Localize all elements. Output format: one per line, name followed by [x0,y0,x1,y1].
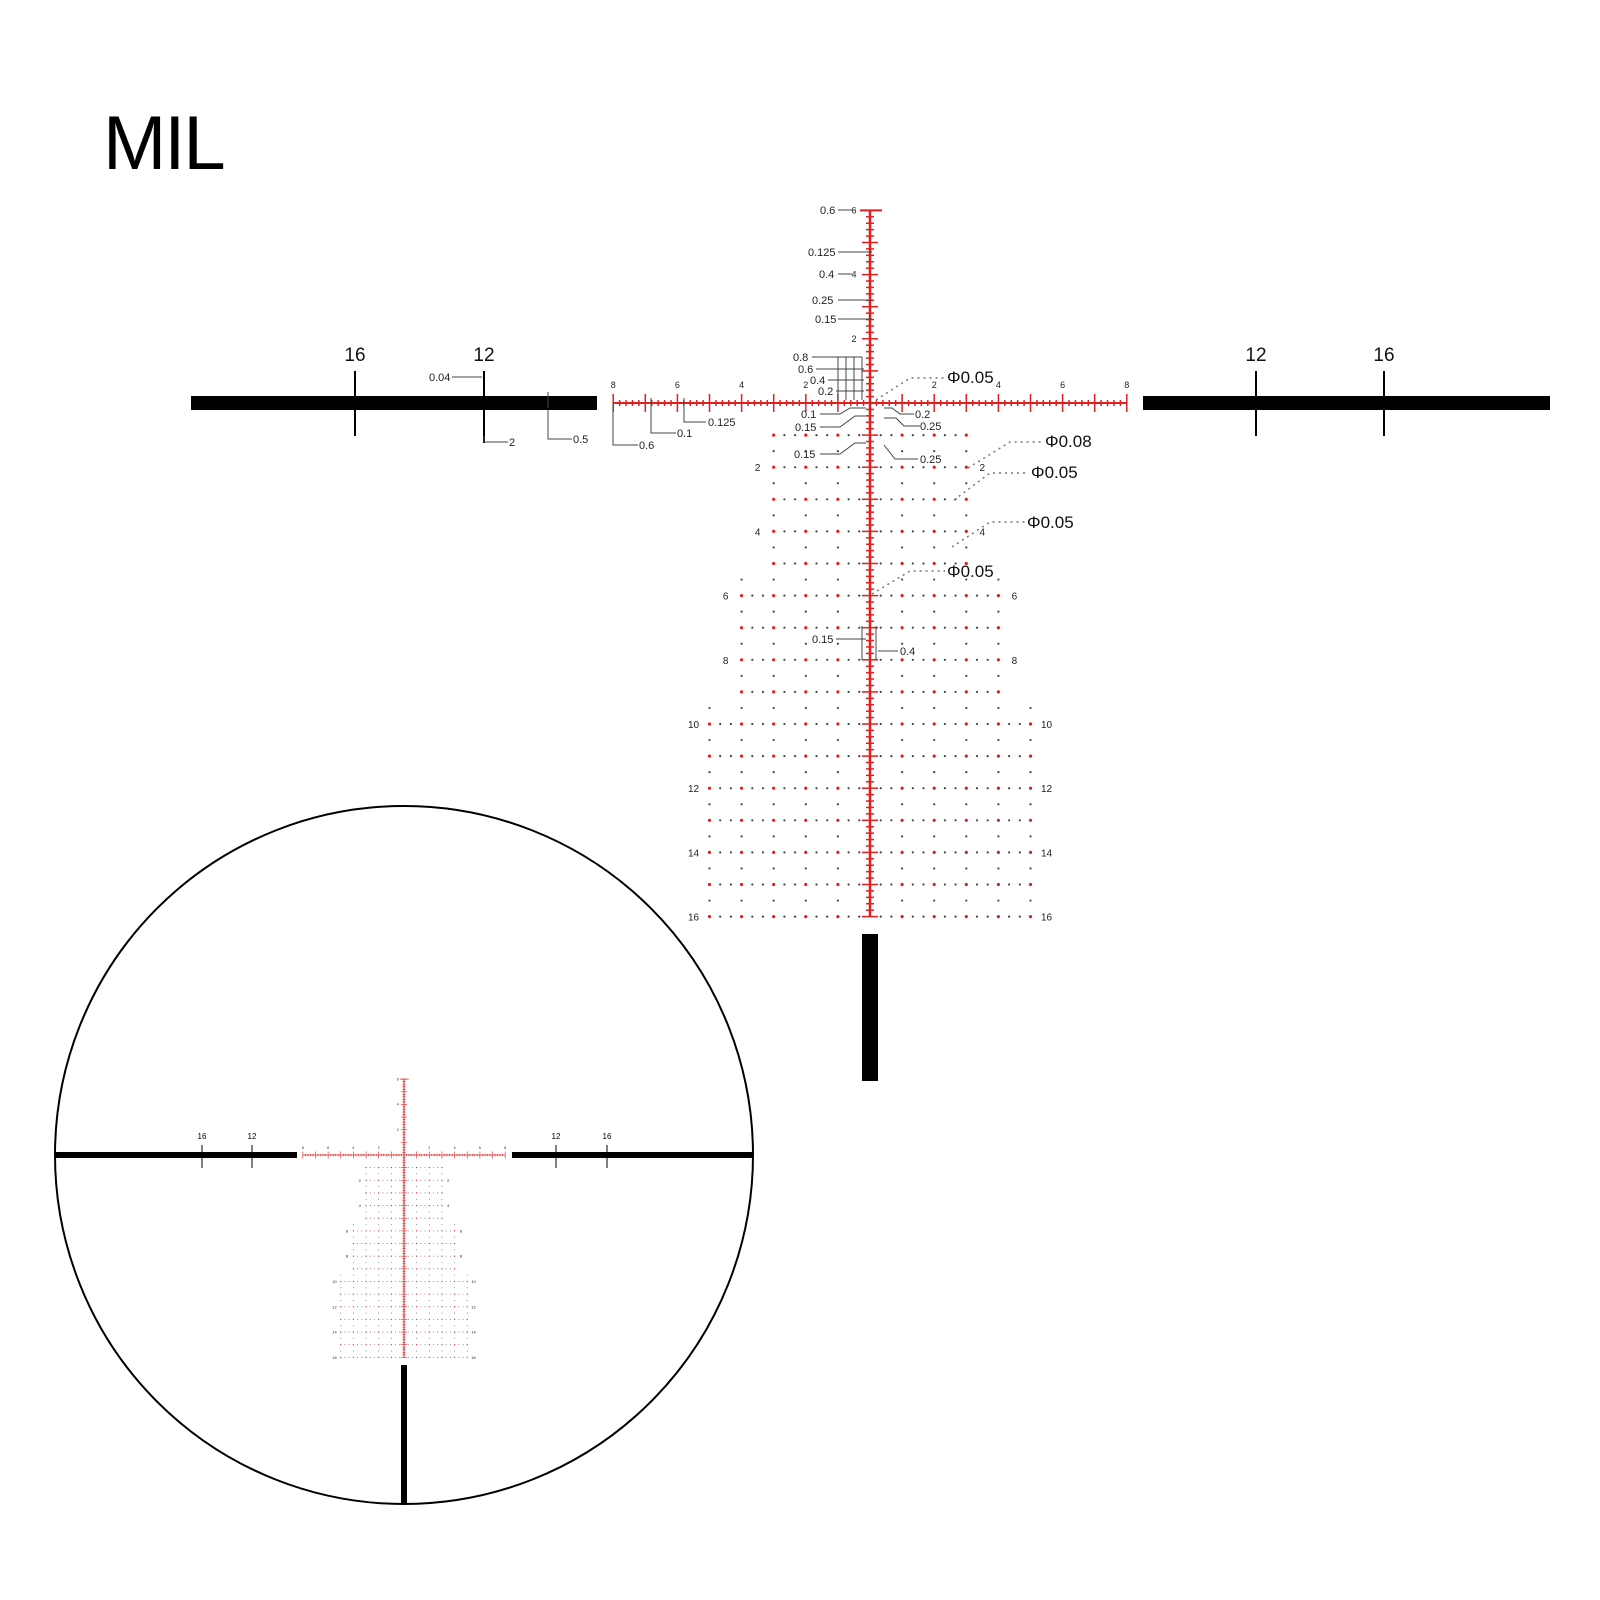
callout-label: 0.2 [915,409,930,421]
bottom-thick-post [862,934,878,1081]
callout-label: 0.5 [573,434,588,446]
callout-label: 0.4 [810,375,825,387]
dot-size-label: Φ0.08 [1045,432,1092,451]
callout-labels: 0.6 0.125 0.4 0.25 0.15 0.8 0.6 0.4 0.2 … [429,205,1092,658]
inset-bottom-post [401,1365,407,1504]
callout-label: 0.6 [820,205,835,217]
left-thick-post [191,396,597,410]
callout-label: 0.125 [808,247,836,259]
dot-size-label: Φ0.05 [1027,513,1074,532]
stadia-label: 12 [473,345,494,366]
inset-stadia-label: 12 [552,1132,561,1141]
callout-label: 0.6 [639,440,654,452]
inset-left-post [55,1152,297,1158]
inset-stadia-label: 16 [198,1132,207,1141]
callout-label: 0.2 [818,386,833,398]
callout-label: 0.25 [920,421,941,433]
callout-label: 0.15 [812,634,833,646]
callout-label: 0.15 [795,422,816,434]
callout-label: 0.25 [920,454,941,466]
callout-label: 0.8 [793,352,808,364]
stadia-label: 16 [1373,345,1394,366]
dot-size-label: Φ0.05 [1031,463,1078,482]
callout-label: 0.4 [900,646,915,658]
callout-label: 0.04 [429,372,450,384]
dot-size-label: Φ0.05 [947,368,994,387]
dot-leaders [871,377,1043,595]
right-thick-post [1143,396,1550,410]
callout-label: 0.15 [815,314,836,326]
stadia-label: 12 [1245,345,1266,366]
callout-label: 0.6 [798,364,813,376]
page-title: MIL [103,101,226,186]
callout-label: 0.25 [812,295,833,307]
dot-size-label: Φ0.05 [947,562,994,581]
callout-label: 0.1 [801,409,816,421]
scope-view-inset: 16 12 12 16 [54,805,754,1505]
callouts [452,209,920,660]
callout-label: 0.4 [819,269,834,281]
callout-label: 0.15 [794,449,815,461]
inset-right-post [512,1152,753,1158]
callout-label: 2 [509,437,515,449]
callout-label: 0.1 [677,428,692,440]
callout-label: 0.125 [708,417,736,429]
stadia-label: 16 [344,345,365,366]
main-reticle: 16 12 12 16 0.6 0.125 0.4 0.25 0.15 0.8 … [191,204,1550,1081]
inset-stadia-label: 12 [248,1132,257,1141]
inset-stadia-label: 16 [603,1132,612,1141]
